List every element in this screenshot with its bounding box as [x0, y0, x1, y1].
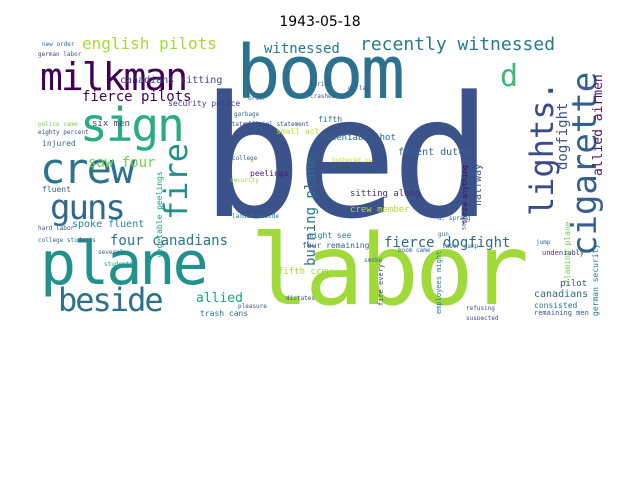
cloud-word: official statement — [244, 121, 310, 128]
cloud-word: fifth — [318, 115, 343, 124]
cloud-word: boom — [236, 36, 405, 116]
cloud-word: plane — [40, 229, 209, 299]
cloud-word: halfway — [473, 163, 484, 206]
cloud-word: fifth crew — [278, 267, 333, 277]
cloud-word: landed beside — [232, 213, 279, 220]
cloud-word: beside — [58, 281, 164, 319]
cloud-word: fluent — [42, 185, 71, 194]
cloud-word: students — [104, 261, 133, 268]
cloud-word: fire every — [377, 263, 385, 306]
cloud-word: german labor — [38, 51, 82, 58]
cloud-word: english pilots — [82, 36, 217, 53]
cloud-word: recently witnessed — [360, 36, 556, 55]
cloud-word: saw four — [88, 155, 156, 171]
cloud-word: dictates — [286, 295, 315, 302]
cloud-word: eighty percent — [38, 129, 89, 136]
cloud-word: sign — [80, 98, 185, 152]
cloud-word: college students — [38, 237, 96, 244]
cloud-word: german security — [591, 243, 600, 316]
cloud-word: spoke fluent — [72, 219, 145, 230]
cloud-word: six men — [92, 119, 130, 129]
cloud-word: fluent dutch — [398, 147, 471, 158]
cloud-word: college — [232, 155, 258, 162]
cloud-word: fierce pilots — [82, 89, 192, 105]
cloud-word: consisted — [534, 301, 578, 310]
cloud-word: sitting along — [350, 189, 421, 199]
cloud-word: buried — [310, 81, 332, 88]
cloud-word: vegetable peelings — [155, 171, 164, 258]
cloud-word: dogfight — [555, 102, 571, 170]
cloud-word: police came — [38, 121, 78, 128]
cloud-word: several — [98, 249, 124, 256]
chart-title: 1943-05-18 — [279, 14, 361, 30]
cloud-word: bothered us — [332, 157, 372, 164]
cloud-word: d. sprang — [438, 215, 471, 222]
cloud-word: peelings — [250, 169, 289, 178]
cloud-word: allied — [196, 291, 243, 306]
cloud-word: crew — [40, 144, 135, 193]
cloud-word: witnessed — [264, 41, 340, 57]
cloud-word: jump — [536, 239, 551, 246]
cloud-word: security — [230, 177, 259, 184]
cloud-word: pure anarchy — [334, 165, 378, 172]
cloud-word: smoke — [364, 257, 383, 264]
cloud-word: lights. — [523, 81, 561, 216]
word-cloud: bed labor boom plane milkman sign crew g… — [38, 36, 604, 320]
cloud-word: allied airmen — [591, 74, 604, 176]
cloud-word: suspected — [466, 315, 499, 321]
cloud-word: order — [248, 95, 267, 102]
cloud-word: might see — [308, 231, 352, 240]
cloud-word: d. lay — [348, 85, 370, 92]
cloud-word: undeniably — [542, 249, 585, 257]
cloud-word: crashed — [310, 93, 336, 100]
cloud-word: labor — [250, 214, 529, 320]
cloud-word: remaining men — [534, 309, 589, 317]
cloud-word: pleasure — [238, 303, 267, 310]
cloud-word: labor camp — [442, 243, 479, 250]
cloud-word: fire — [157, 142, 195, 220]
cloud-word: injured — [42, 139, 76, 148]
cloud-word: four canadians — [110, 233, 229, 249]
cloud-word: refusing — [466, 305, 495, 312]
cloud-word: crew member — [350, 205, 410, 215]
cloud-word: undeniably hot — [320, 133, 396, 143]
cloud-word: milkman — [40, 55, 188, 99]
cloud-word: small act — [276, 127, 320, 136]
cloud-word: new order — [42, 41, 75, 48]
cloud-word: employees might — [435, 250, 443, 314]
cloud-word: pilot — [560, 279, 588, 289]
cloud-word: canadians — [534, 289, 589, 300]
cloud-word: flaming plane — [563, 221, 572, 284]
cloud-word: gun — [438, 231, 449, 238]
cloud-word: guns — [50, 188, 126, 228]
cloud-word: d — [500, 59, 519, 94]
cloud-word: statement — [228, 121, 261, 128]
cloud-word: trash cans — [200, 309, 249, 318]
cloud-word: garbage — [234, 111, 260, 118]
cloud-word: security police — [168, 99, 241, 108]
cloud-word: bed — [201, 60, 492, 256]
cloud-word: hard labor — [38, 225, 75, 232]
cloud-word: fierce dogfight — [384, 235, 511, 251]
cloud-word: four remaining — [302, 241, 370, 250]
cloud-word: canadians sitting — [120, 75, 223, 86]
cloud-word: fifteen minutes — [460, 176, 467, 231]
cloud-word: boom came — [398, 247, 431, 254]
